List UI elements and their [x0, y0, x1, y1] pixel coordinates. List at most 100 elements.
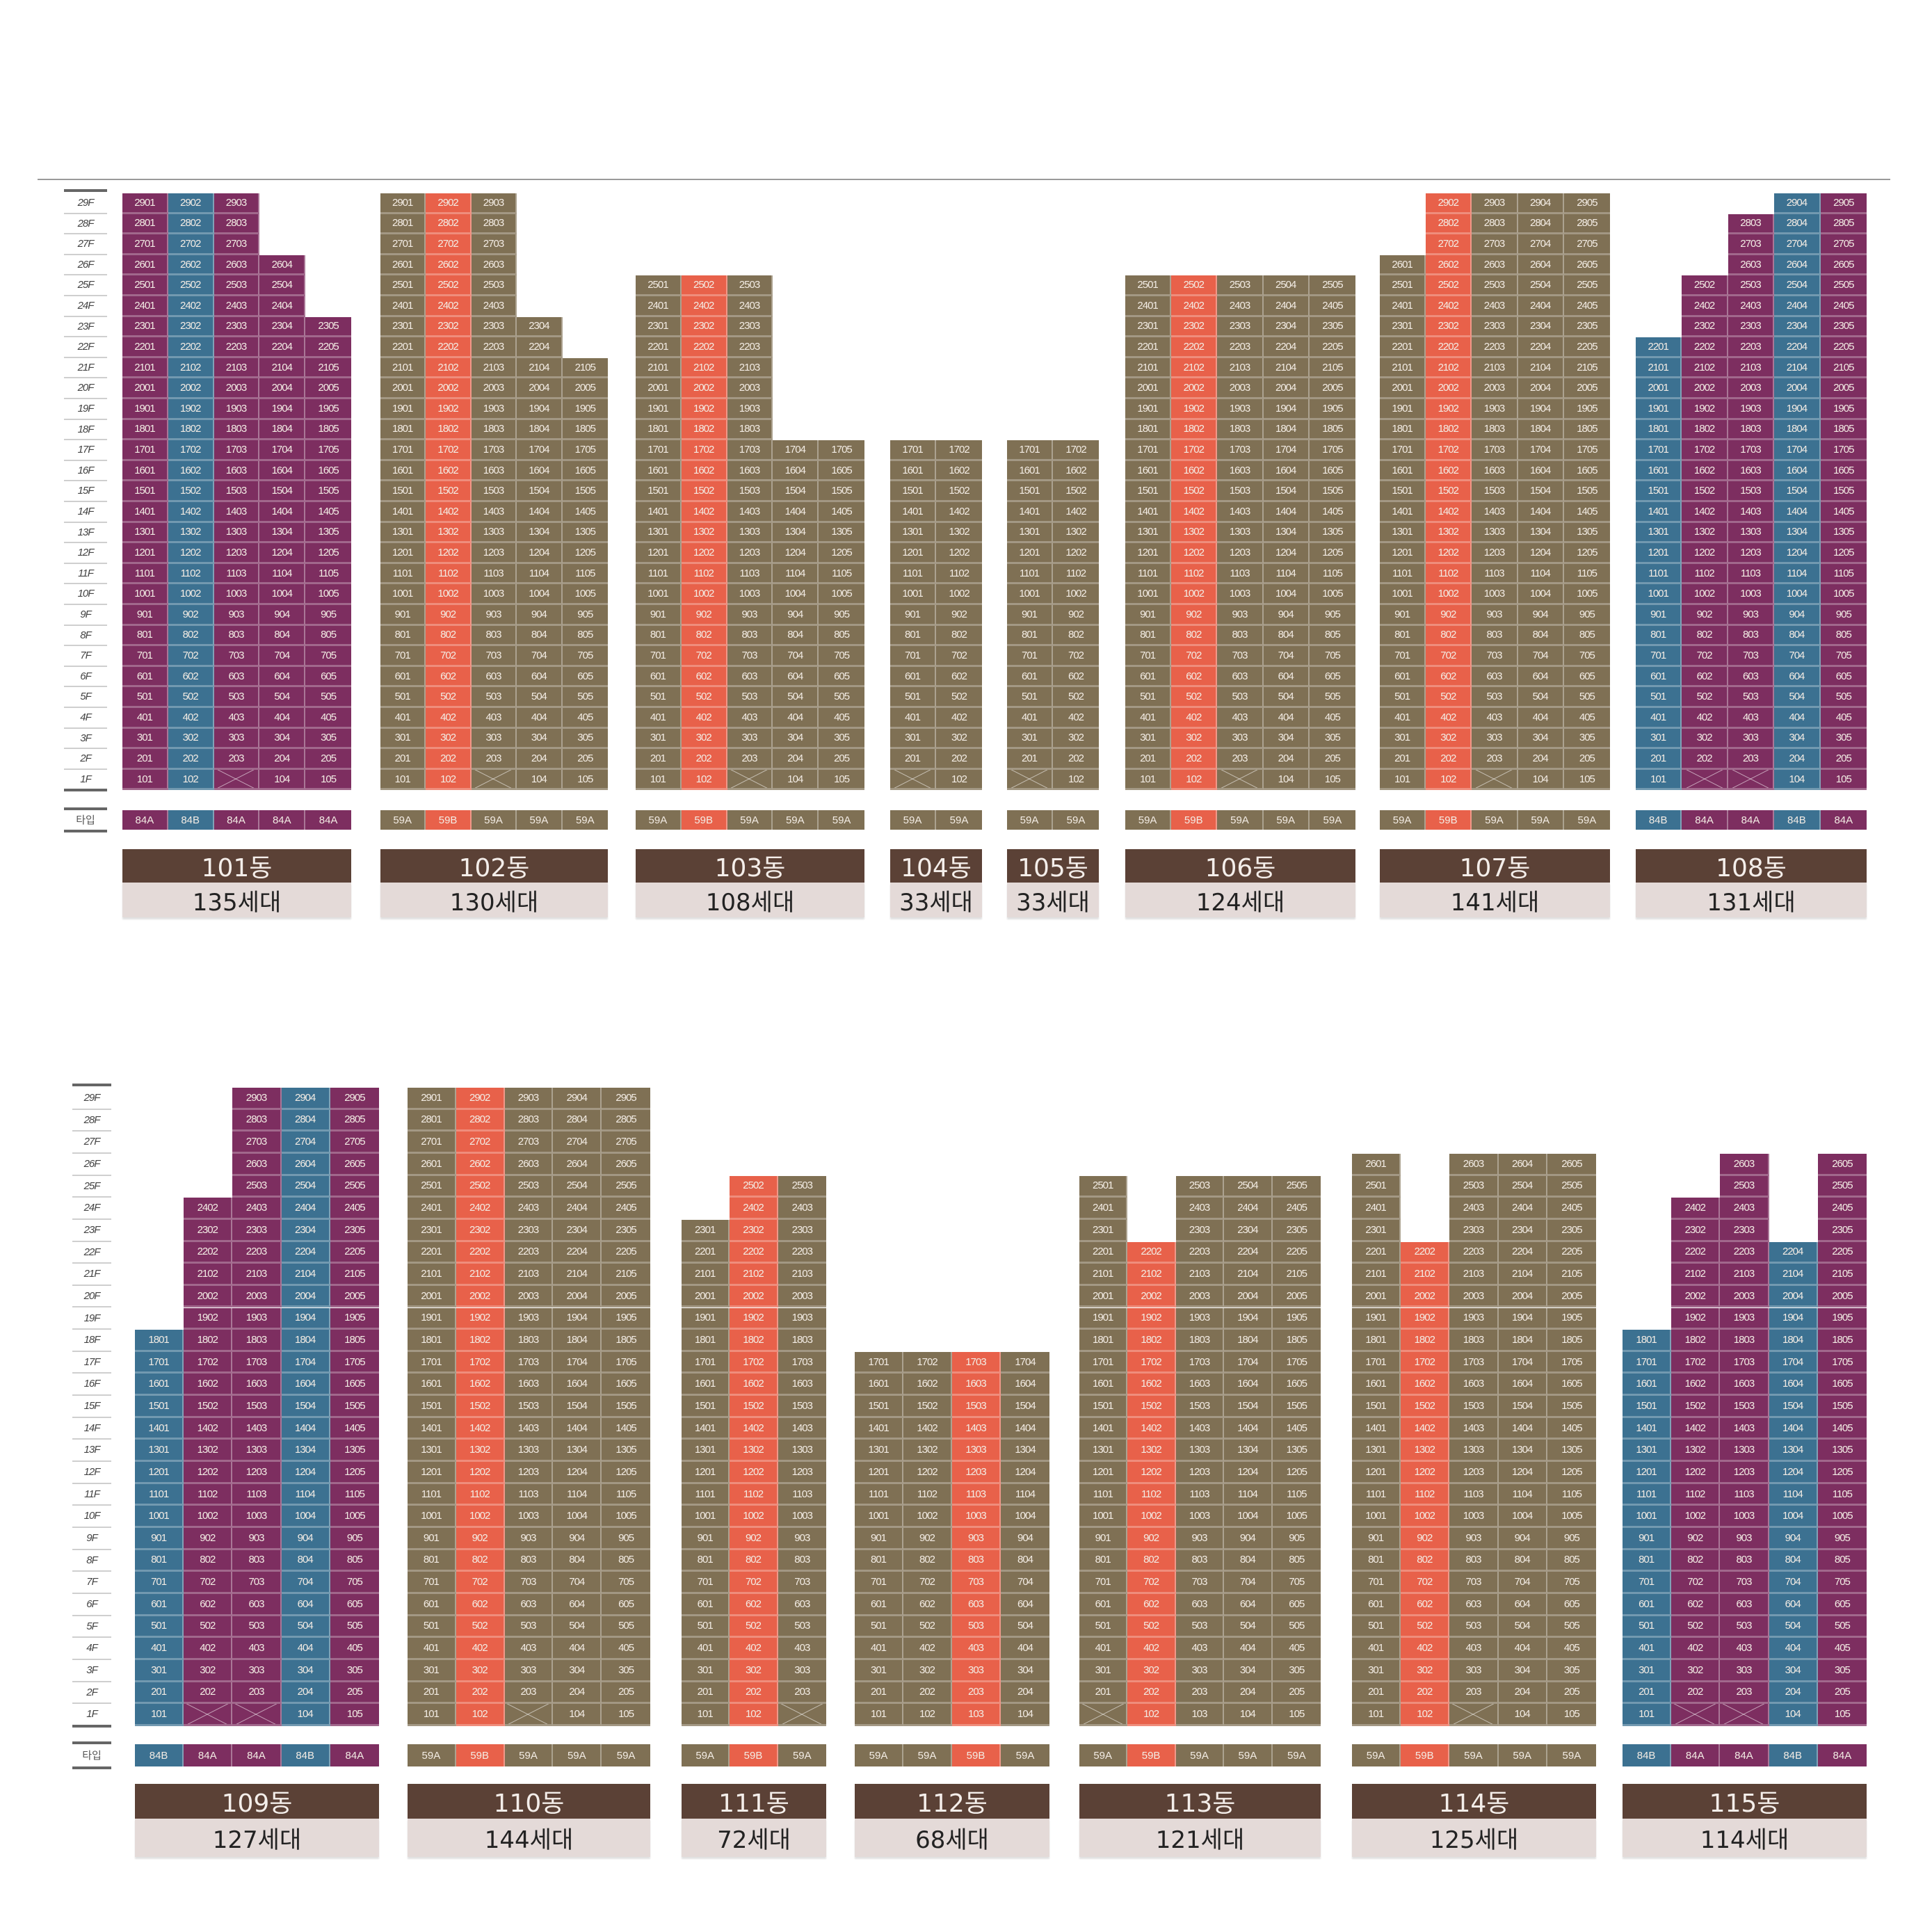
unit-cell[interactable]: 301 — [1623, 1659, 1672, 1682]
unit-cell[interactable]: 505 — [1309, 687, 1355, 708]
unit-cell[interactable]: 802 — [1671, 1549, 1721, 1572]
unit-cell[interactable]: 2504 — [1224, 1175, 1273, 1198]
unit-cell[interactable]: 2404 — [1224, 1198, 1273, 1220]
unit-cell[interactable]: 1203 — [504, 1462, 554, 1484]
unit-cell[interactable]: 405 — [819, 708, 864, 729]
unit-cell[interactable]: 1701 — [1636, 440, 1682, 461]
unit-cell[interactable]: 1605 — [1272, 1374, 1321, 1396]
unit-cell[interactable]: 2202 — [1682, 337, 1728, 358]
unit-cell[interactable]: 1905 — [1272, 1307, 1321, 1330]
unit-cell[interactable]: 1604 — [773, 460, 819, 482]
unit-cell[interactable]: 1302 — [1401, 1440, 1450, 1463]
unit-cell[interactable]: 1605 — [1820, 460, 1867, 482]
unit-cell[interactable]: 301 — [1079, 1659, 1128, 1682]
unit-cell[interactable]: 201 — [1007, 749, 1053, 770]
unit-cell[interactable]: 1203 — [214, 543, 260, 564]
unit-cell[interactable]: 1402 — [1671, 1417, 1721, 1440]
unit-cell[interactable]: 1601 — [1623, 1374, 1672, 1396]
unit-cell[interactable]: 1705 — [1820, 440, 1867, 461]
unit-cell[interactable]: 1105 — [1563, 563, 1610, 585]
unit-cell[interactable]: 305 — [819, 728, 864, 750]
unit-cell[interactable]: 2305 — [1817, 1219, 1867, 1242]
unit-cell[interactable]: 201 — [1636, 749, 1682, 770]
unit-cell[interactable]: 705 — [1563, 646, 1610, 667]
unit-cell[interactable]: 603 — [214, 666, 260, 688]
unit-cell[interactable]: 2402 — [426, 296, 472, 317]
unit-cell[interactable]: 502 — [184, 1616, 233, 1639]
unit-cell[interactable]: 504 — [281, 1616, 330, 1639]
unit-cell[interactable]: 2405 — [1820, 296, 1867, 317]
unit-cell[interactable]: 1602 — [1127, 1374, 1176, 1396]
unit-cell[interactable]: 1603 — [214, 460, 260, 482]
unit-cell[interactable]: 504 — [1001, 1616, 1049, 1639]
unit-cell[interactable]: 301 — [1380, 728, 1426, 750]
unit-cell[interactable]: 1002 — [184, 1506, 233, 1528]
unit-cell[interactable]: 1202 — [730, 1462, 778, 1484]
unit-cell[interactable]: 2204 — [1263, 337, 1310, 358]
unit-cell[interactable]: 2101 — [682, 1264, 730, 1286]
unit-cell[interactable]: 1802 — [730, 1330, 778, 1352]
unit-cell[interactable]: 1102 — [681, 563, 727, 585]
unit-cell[interactable]: 1302 — [426, 522, 472, 544]
unit-cell[interactable]: 801 — [1125, 625, 1172, 647]
unit-cell[interactable]: 1302 — [1671, 1440, 1721, 1463]
unit-cell[interactable]: 2604 — [553, 1153, 602, 1176]
unit-cell[interactable]: 501 — [855, 1616, 903, 1639]
unit-cell[interactable]: 1805 — [330, 1330, 379, 1352]
unit-cell[interactable]: 2205 — [330, 1241, 379, 1264]
unit-cell[interactable]: 1701 — [1352, 1351, 1401, 1374]
unit-cell[interactable]: 1001 — [1079, 1506, 1128, 1528]
unit-cell[interactable]: 302 — [1426, 728, 1472, 750]
unit-cell[interactable]: 204 — [1769, 1682, 1818, 1705]
unit-cell[interactable]: 2004 — [259, 378, 306, 399]
unit-cell[interactable]: 1505 — [602, 1396, 650, 1418]
unit-cell[interactable]: 603 — [232, 1593, 282, 1616]
unit-cell[interactable]: 1802 — [456, 1330, 505, 1352]
unit-cell[interactable]: 602 — [1053, 666, 1099, 688]
unit-cell[interactable]: 2504 — [1498, 1175, 1547, 1198]
unit-cell[interactable]: 1604 — [1498, 1374, 1547, 1396]
unit-cell[interactable]: 805 — [1547, 1549, 1596, 1572]
unit-cell[interactable]: 302 — [1171, 728, 1218, 750]
unit-cell[interactable]: 304 — [1263, 728, 1310, 750]
unit-cell[interactable]: 1401 — [408, 1417, 456, 1440]
unit-cell[interactable]: 1201 — [1079, 1462, 1128, 1484]
unit-cell[interactable]: 2603 — [232, 1153, 282, 1176]
unit-cell[interactable]: 1705 — [1563, 440, 1610, 461]
unit-cell[interactable]: 1802 — [1127, 1330, 1176, 1352]
unit-cell[interactable]: 1404 — [1224, 1417, 1273, 1440]
unit-cell[interactable]: 1905 — [330, 1307, 379, 1330]
unit-cell[interactable]: 1604 — [281, 1374, 330, 1396]
unit-cell[interactable]: 1905 — [1309, 399, 1355, 420]
unit-cell[interactable]: 1701 — [855, 1351, 903, 1374]
unit-cell[interactable]: 804 — [259, 625, 306, 647]
unit-cell[interactable]: 1602 — [1682, 460, 1728, 482]
unit-cell[interactable]: 2104 — [281, 1264, 330, 1286]
unit-cell[interactable]: 1004 — [1001, 1506, 1049, 1528]
unit-cell[interactable]: 805 — [1309, 625, 1355, 647]
unit-cell[interactable]: 1502 — [168, 481, 214, 502]
unit-cell[interactable]: 1203 — [1728, 543, 1775, 564]
unit-cell[interactable]: 2303 — [471, 316, 517, 338]
unit-cell[interactable]: 1103 — [232, 1483, 282, 1506]
unit-cell[interactable]: 1903 — [504, 1307, 554, 1330]
unit-cell[interactable]: 2604 — [259, 255, 306, 276]
unit-cell[interactable]: 401 — [1079, 1638, 1128, 1660]
unit-cell[interactable]: 2703 — [232, 1132, 282, 1154]
unit-cell[interactable]: 903 — [1175, 1528, 1225, 1550]
unit-cell[interactable]: 804 — [1224, 1549, 1273, 1572]
unit-cell[interactable]: 1801 — [1636, 419, 1682, 441]
unit-cell[interactable]: 702 — [1682, 646, 1728, 667]
unit-cell[interactable]: 2402 — [730, 1198, 778, 1220]
unit-cell[interactable]: 2303 — [727, 316, 773, 338]
unit-cell[interactable]: 1703 — [232, 1351, 282, 1374]
unit-cell[interactable]: 705 — [305, 646, 351, 667]
unit-cell[interactable]: 1004 — [773, 584, 819, 605]
unit-cell[interactable]: 2302 — [681, 316, 727, 338]
unit-cell[interactable]: 1305 — [1309, 522, 1355, 544]
unit-cell[interactable]: 1605 — [1563, 460, 1610, 482]
unit-cell[interactable]: 1804 — [1774, 419, 1821, 441]
unit-cell[interactable]: 1104 — [1769, 1483, 1818, 1506]
unit-cell[interactable]: 1802 — [1171, 419, 1218, 441]
unit-cell[interactable]: 1902 — [1171, 399, 1218, 420]
